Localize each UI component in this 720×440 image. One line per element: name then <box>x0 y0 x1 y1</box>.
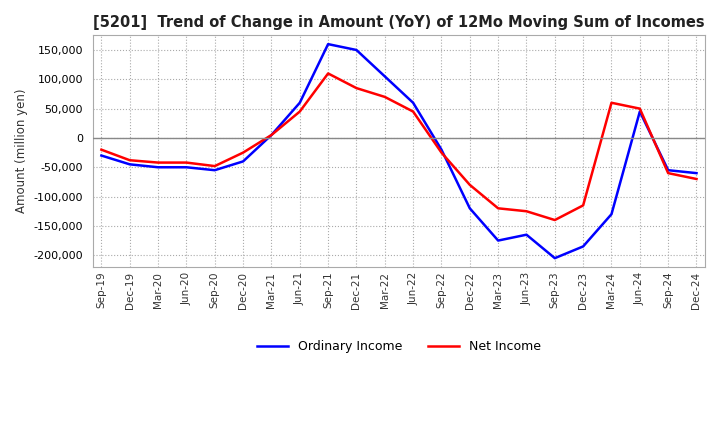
Ordinary Income <box>182 165 191 170</box>
Net Income <box>692 176 701 182</box>
Y-axis label: Amount (million yen): Amount (million yen) <box>15 89 28 213</box>
Net Income <box>664 170 672 176</box>
Net Income <box>409 109 418 114</box>
Net Income <box>97 147 106 152</box>
Net Income <box>267 132 276 138</box>
Net Income <box>494 205 503 211</box>
Ordinary Income <box>551 256 559 261</box>
Ordinary Income <box>579 244 588 249</box>
Line: Ordinary Income: Ordinary Income <box>102 44 696 258</box>
Line: Net Income: Net Income <box>102 73 696 220</box>
Net Income <box>295 109 304 114</box>
Ordinary Income <box>437 147 446 152</box>
Net Income <box>607 100 616 106</box>
Ordinary Income <box>409 100 418 106</box>
Ordinary Income <box>210 168 219 173</box>
Ordinary Income <box>636 109 644 114</box>
Net Income <box>125 158 134 163</box>
Net Income <box>551 217 559 223</box>
Ordinary Income <box>352 48 361 53</box>
Net Income <box>352 85 361 91</box>
Net Income <box>465 182 474 187</box>
Ordinary Income <box>125 161 134 167</box>
Ordinary Income <box>692 170 701 176</box>
Net Income <box>210 163 219 169</box>
Legend: Ordinary Income, Net Income: Ordinary Income, Net Income <box>252 335 546 358</box>
Ordinary Income <box>465 205 474 211</box>
Ordinary Income <box>239 159 248 164</box>
Ordinary Income <box>324 41 333 47</box>
Net Income <box>522 209 531 214</box>
Ordinary Income <box>664 168 672 173</box>
Net Income <box>239 150 248 155</box>
Net Income <box>324 71 333 76</box>
Net Income <box>579 203 588 208</box>
Ordinary Income <box>522 232 531 237</box>
Ordinary Income <box>295 100 304 106</box>
Ordinary Income <box>380 74 389 79</box>
Net Income <box>636 106 644 111</box>
Title: [5201]  Trend of Change in Amount (YoY) of 12Mo Moving Sum of Incomes: [5201] Trend of Change in Amount (YoY) o… <box>93 15 705 30</box>
Ordinary Income <box>154 165 163 170</box>
Net Income <box>380 94 389 99</box>
Ordinary Income <box>267 132 276 138</box>
Net Income <box>437 150 446 155</box>
Net Income <box>154 160 163 165</box>
Ordinary Income <box>97 153 106 158</box>
Net Income <box>182 160 191 165</box>
Ordinary Income <box>607 212 616 217</box>
Ordinary Income <box>494 238 503 243</box>
